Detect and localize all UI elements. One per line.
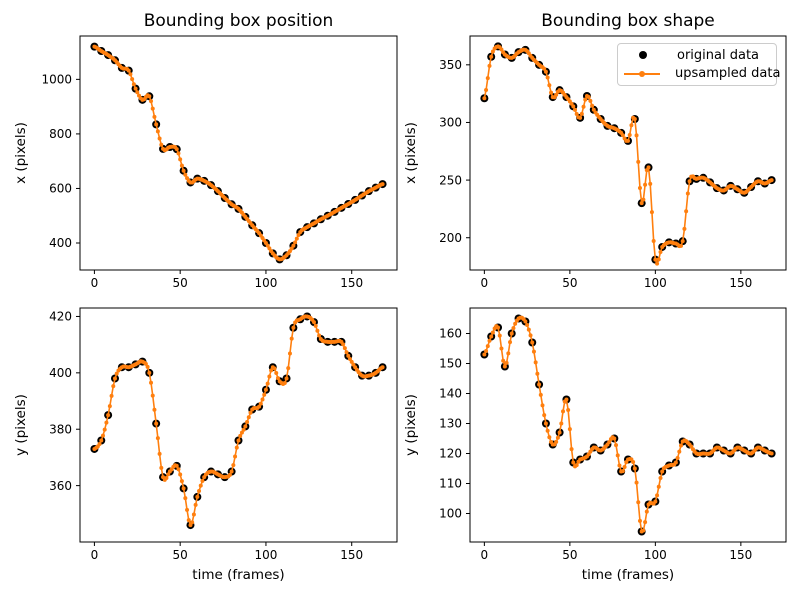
y-axis-ticks: 100 110 120 130 140 150 160 — [439, 327, 470, 521]
legend-label: original data — [677, 47, 760, 63]
ylabel-shape-y: y (pixels) — [403, 394, 419, 456]
ylabel-shape-x: x (pixels) — [403, 122, 419, 184]
xlabel-position: time (frames) — [192, 567, 285, 583]
legend: original data upsampled data — [617, 43, 780, 86]
x-tick-label: 0 — [481, 276, 489, 290]
upsampled-data-curve — [482, 315, 774, 534]
x-tick-label: 150 — [340, 276, 363, 290]
y-tick-label: 420 — [49, 310, 72, 324]
y-tick-label: 160 — [439, 327, 462, 341]
x-axis-ticks: 0 50 100 150 — [91, 270, 363, 290]
legend-label: upsampled data — [675, 66, 781, 82]
y-axis-ticks: 200 250 300 350 — [439, 58, 470, 245]
x-tick-label: 50 — [562, 548, 577, 562]
y-tick-label: 130 — [439, 417, 462, 431]
y-axis-ticks: 360 380 400 420 — [49, 310, 80, 493]
y-tick-label: 600 — [49, 182, 72, 196]
ylabel-position-x: x (pixels) — [13, 122, 29, 184]
x-tick-label: 0 — [91, 548, 99, 562]
original-data-points — [480, 314, 776, 536]
y-tick-label: 350 — [439, 58, 462, 72]
legend-handle — [624, 70, 660, 77]
y-tick-label: 400 — [49, 236, 72, 250]
y-tick-label: 120 — [439, 447, 462, 461]
legend-item-original-data: original data — [618, 46, 776, 65]
y-tick-label: 400 — [49, 366, 72, 380]
x-tick-label: 100 — [254, 548, 277, 562]
x-tick-label: 100 — [644, 276, 667, 290]
x-tick-label: 100 — [254, 276, 277, 290]
plot-area-position-y: 0 50 100 150 360 380 400 420 — [49, 307, 398, 562]
x-tick-label: 150 — [729, 548, 752, 562]
xlabel-shape: time (frames) — [581, 567, 675, 583]
x-tick-label: 150 — [729, 276, 752, 290]
x-tick-label: 50 — [173, 276, 188, 290]
upsampled-data-curve — [92, 314, 385, 528]
y-tick-label: 800 — [49, 127, 72, 141]
y-tick-label: 1000 — [41, 73, 72, 87]
axes-spines — [469, 307, 787, 543]
y-tick-label: 200 — [439, 231, 462, 245]
ylabel-position-y: y (pixels) — [13, 394, 29, 456]
upsampled-data-curve — [92, 44, 385, 262]
legend-item-upsampled-data: upsampled data — [618, 65, 780, 84]
plot-title-shape: Bounding box shape — [541, 11, 715, 31]
upsampled-data-curve — [482, 44, 774, 266]
orange-line-marker-icon — [624, 70, 660, 77]
x-tick-label: 150 — [340, 548, 363, 562]
y-tick-label: 250 — [439, 173, 462, 187]
plot-title-position: Bounding box position — [143, 11, 334, 31]
y-tick-label: 300 — [439, 116, 462, 130]
plot-area-shape-x: 0 50 100 150 200 250 300 350 — [439, 35, 787, 290]
y-tick-label: 110 — [439, 477, 462, 491]
x-tick-label: 50 — [562, 276, 577, 290]
y-tick-label: 140 — [439, 387, 462, 401]
x-axis-ticks: 0 50 100 150 — [481, 542, 752, 562]
x-tick-label: 100 — [644, 548, 667, 562]
x-axis-ticks: 0 50 100 150 — [91, 542, 363, 562]
y-tick-label: 150 — [439, 357, 462, 371]
axes-spines — [469, 35, 787, 271]
legend-handle — [624, 51, 662, 60]
original-data-points — [90, 42, 387, 264]
x-axis-ticks: 0 50 100 150 — [481, 270, 752, 290]
orange-dot-marker-icon — [639, 70, 645, 77]
x-tick-label: 0 — [91, 276, 99, 290]
y-tick-label: 100 — [439, 507, 462, 521]
axes-spines — [79, 307, 398, 543]
x-tick-label: 50 — [173, 548, 188, 562]
black-dot-marker-icon — [639, 51, 647, 60]
y-tick-label: 380 — [49, 422, 72, 436]
y-tick-label: 360 — [49, 479, 72, 493]
plot-area-position-x: 0 50 100 150 400 600 800 1000 — [41, 35, 398, 290]
y-axis-ticks: 400 600 800 1000 — [41, 73, 80, 250]
axes-spines — [79, 35, 398, 271]
x-tick-label: 0 — [481, 548, 489, 562]
plot-area-shape-y: 0 50 100 150 100 110 120 130 140 150 160 — [439, 307, 787, 562]
